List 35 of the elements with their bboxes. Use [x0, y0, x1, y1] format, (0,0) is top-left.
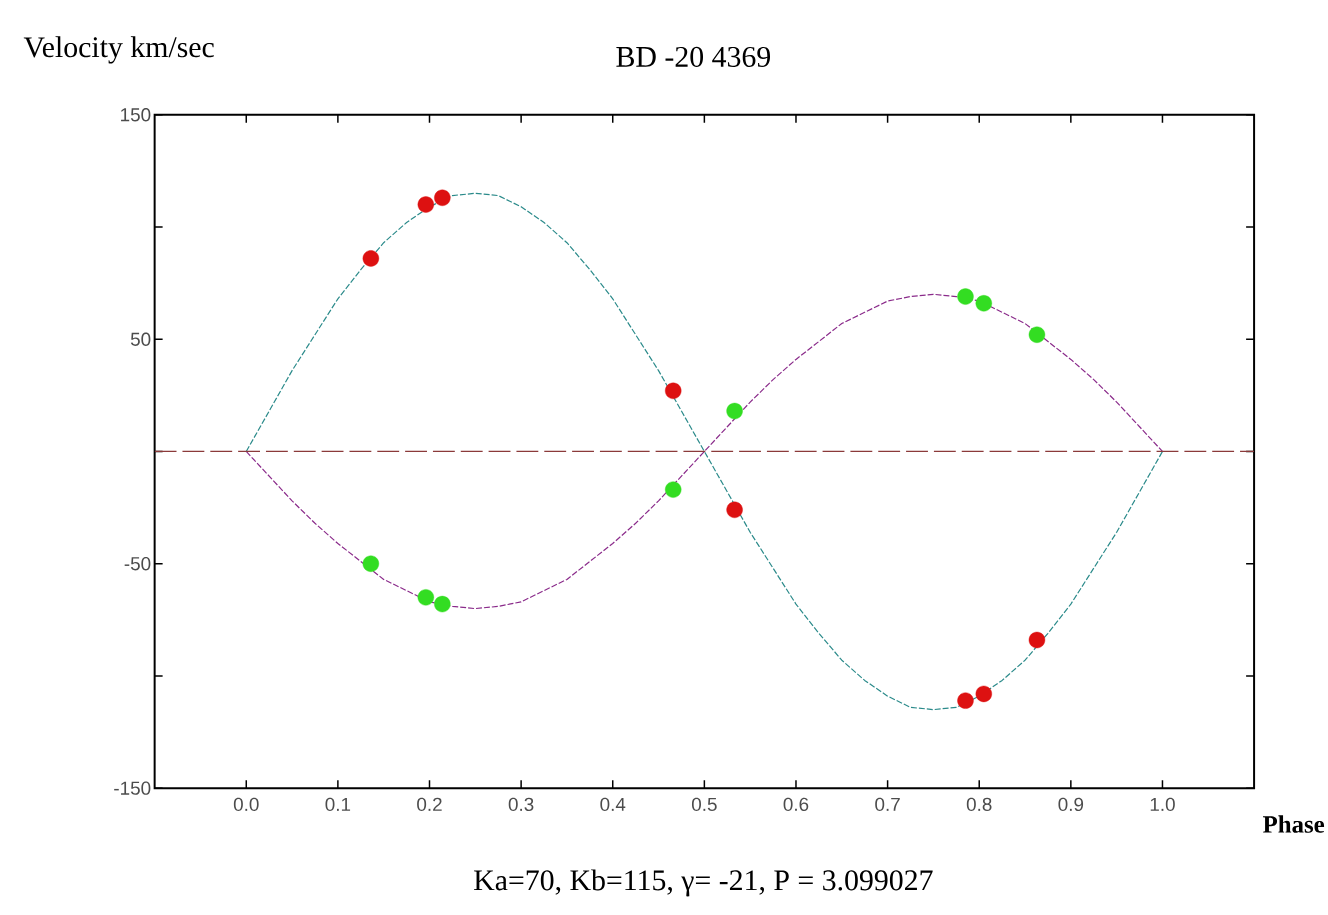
point	[975, 685, 992, 703]
y-tick-label: 50	[130, 332, 151, 346]
x-tick-label: 0.8	[966, 797, 992, 812]
y-tick-label: -150	[114, 781, 151, 795]
point	[434, 189, 451, 207]
x-tick-label: 1.0	[1150, 797, 1175, 812]
point	[957, 692, 974, 709]
point	[434, 595, 451, 613]
y-tick-label: 150	[121, 108, 151, 122]
x-tick-label: 0.9	[1058, 797, 1084, 812]
point	[417, 589, 435, 606]
point	[726, 402, 743, 420]
x-tick-label: 0.2	[417, 797, 442, 812]
chart-title: BD -20 4369	[616, 46, 771, 67]
text: Ka=70, Kb=115, γ= -21, P = 3.099027	[474, 869, 933, 897]
point	[1028, 326, 1046, 343]
point	[417, 196, 435, 213]
y-tick-label: -50	[124, 557, 151, 571]
point	[957, 288, 974, 305]
x-tick-label: 0.3	[508, 797, 534, 812]
point	[362, 250, 380, 267]
x-axis-title: Phase	[1263, 815, 1325, 833]
point	[1028, 631, 1046, 649]
point	[665, 382, 682, 400]
point	[726, 501, 743, 519]
x-tick-label: 0.0	[233, 797, 259, 812]
point	[975, 295, 992, 312]
x-tick-label: 0.7	[875, 797, 900, 812]
x-tick-label: 0.6	[783, 797, 809, 812]
point	[665, 481, 682, 498]
point	[362, 555, 380, 572]
x-tick-label: 0.4	[600, 797, 626, 812]
x-tick-label: 0.1	[325, 797, 351, 812]
x-tick-label: 0.5	[691, 797, 717, 812]
y-axis-title: Velocity km/sec	[23, 36, 214, 64]
